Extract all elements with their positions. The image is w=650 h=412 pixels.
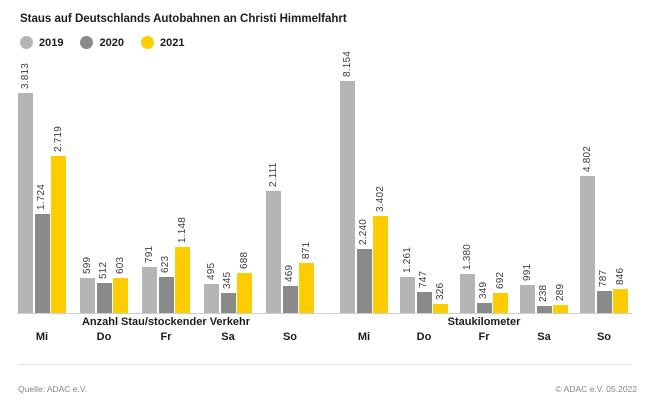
category-label-Fr: Fr: [478, 331, 490, 343]
bar-Sa-2021: [553, 305, 568, 313]
category-label-Sa: Sa: [537, 331, 551, 343]
value-label: 871: [300, 241, 312, 259]
value-label: 2.111: [267, 162, 279, 187]
bar-So-2020: [282, 286, 298, 313]
value-label: 692: [494, 271, 506, 289]
bar-Mi-2020: [356, 249, 372, 313]
value-label: 345: [222, 271, 233, 289]
footer-divider: [18, 364, 632, 365]
value-label: 349: [478, 281, 489, 299]
bar-So-2019: [580, 176, 595, 313]
bar-Fr-2021: [493, 293, 508, 313]
value-label: 747: [418, 270, 429, 288]
value-label: 623: [160, 255, 171, 273]
bar-Do-2020: [416, 292, 432, 313]
bar-So-2021: [299, 263, 314, 313]
bar-So-2021: [613, 289, 628, 313]
bar-Sa-2020: [536, 306, 552, 313]
value-label: 1.148: [176, 216, 188, 243]
bar-So-2019: [266, 191, 281, 313]
category-label-Fr: Fr: [160, 331, 172, 343]
source-note: Quelle: ADAC e.V.: [18, 384, 88, 394]
legend-swatch-2019: [20, 36, 33, 49]
value-label: 1.380: [461, 243, 473, 270]
bar-Sa-2021: [237, 273, 252, 313]
legend-swatch-2020: [80, 36, 94, 49]
value-label: 991: [521, 263, 533, 281]
value-label: 495: [205, 262, 217, 280]
legend-item-2020: 2020: [80, 36, 124, 49]
value-label: 1.724: [36, 183, 47, 210]
bar-Do-2019: [400, 277, 415, 313]
bar-Mi-2019: [18, 93, 33, 313]
right-chart-axis-title: Staukilometer: [447, 316, 521, 328]
bar-Do-2021: [433, 304, 448, 313]
value-label: 787: [598, 269, 609, 287]
bar-Fr-2020: [476, 303, 492, 313]
page-title: Staus auf Deutschlands Autobahnen an Chr…: [20, 13, 347, 25]
bar-Mi-2019: [340, 81, 355, 313]
bar-Sa-2019: [204, 284, 219, 313]
value-label: 2.719: [52, 125, 64, 152]
bar-Mi-2020: [34, 214, 50, 313]
bar-Sa-2020: [220, 293, 236, 313]
bar-Fr-2020: [158, 277, 174, 313]
value-label: 603: [114, 256, 126, 274]
value-label: 3.813: [19, 62, 31, 89]
legend-swatch-2021: [140, 36, 154, 49]
legend-item-2021: 2021: [140, 36, 185, 49]
value-label: 599: [81, 256, 93, 274]
value-label: 846: [614, 267, 626, 285]
legend: 2019 2020 2021: [20, 36, 184, 49]
bar-Fr-2021: [175, 247, 190, 313]
bar-Mi-2021: [51, 156, 66, 313]
category-label-So: So: [596, 331, 612, 343]
value-label: 4.802: [581, 145, 593, 172]
x-axis-line: [17, 313, 632, 314]
bar-Fr-2019: [460, 274, 475, 313]
category-label-So: So: [282, 331, 298, 343]
bar-Do-2019: [80, 278, 95, 313]
value-label: 688: [238, 251, 250, 269]
value-label: 791: [143, 245, 155, 263]
value-label: 289: [554, 283, 566, 301]
legend-label: 2021: [159, 36, 185, 49]
category-label-Mi: Mi: [35, 331, 49, 343]
legend-label: 2019: [39, 36, 64, 49]
value-label: 512: [98, 261, 109, 279]
value-label: 469: [284, 264, 295, 282]
value-label: 1.261: [401, 246, 413, 273]
legend-item-2019: 2019: [20, 36, 63, 49]
category-label-Mi: Mi: [357, 331, 371, 343]
left-chart-axis-title: Anzahl Stau/stockender Verkehr: [81, 316, 251, 328]
bar-Do-2021: [113, 278, 128, 313]
value-label: 8.154: [341, 50, 353, 77]
category-label-Do: Do: [96, 331, 112, 343]
value-label: 238: [538, 284, 549, 302]
category-label-Do: Do: [416, 331, 432, 343]
category-label-Sa: Sa: [221, 331, 235, 343]
bar-Sa-2019: [520, 285, 535, 313]
bar-Mi-2021: [373, 216, 388, 313]
bar-So-2020: [596, 291, 612, 313]
value-label: 326: [434, 282, 446, 300]
value-label: 3.402: [374, 185, 386, 212]
bar-Do-2020: [96, 283, 112, 313]
legend-label: 2020: [99, 36, 124, 49]
value-label: 2.240: [358, 218, 369, 245]
bar-Fr-2019: [142, 267, 157, 313]
copyright-note: © ADAC e.V. 05.2022: [555, 384, 637, 394]
